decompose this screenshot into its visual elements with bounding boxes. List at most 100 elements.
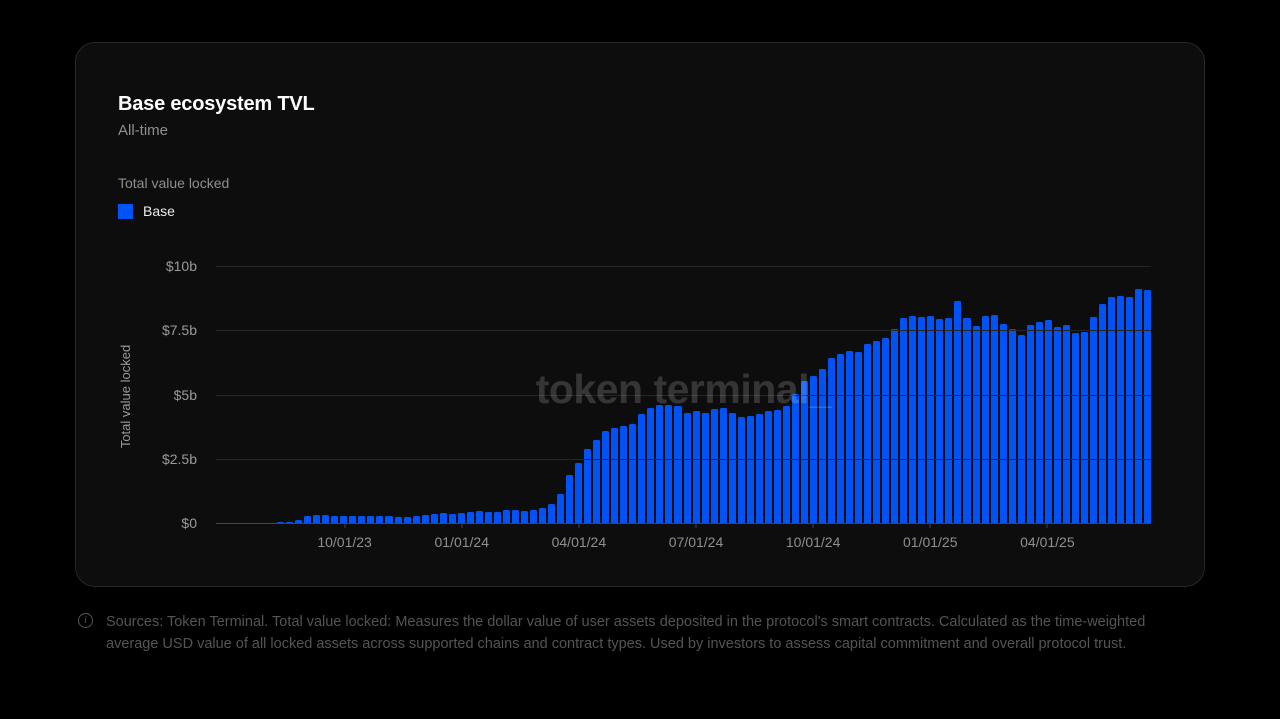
bar[interactable] [855,352,863,523]
bar[interactable] [331,515,339,523]
bar[interactable] [611,428,619,523]
bar[interactable] [638,414,646,523]
bar[interactable] [800,380,808,523]
bar[interactable] [539,508,547,523]
bar[interactable] [575,463,583,523]
bar[interactable] [773,410,781,523]
bar[interactable] [439,512,447,523]
bar[interactable] [1089,316,1097,523]
bar[interactable] [692,411,700,523]
bar[interactable] [557,493,565,523]
bar[interactable] [268,522,276,523]
bar[interactable] [683,413,691,523]
bar[interactable] [918,317,926,523]
bar[interactable] [737,417,745,523]
bar[interactable] [1107,297,1115,523]
bar[interactable] [1098,304,1106,523]
bar[interactable] [602,431,610,523]
bar[interactable] [457,512,465,523]
bar[interactable] [656,405,664,523]
bar[interactable] [701,413,709,523]
bar[interactable] [1144,290,1152,523]
bar[interactable] [963,318,971,523]
bar[interactable] [665,405,673,523]
bar[interactable] [755,414,763,523]
bar[interactable] [367,516,375,523]
bar[interactable] [403,517,411,523]
bar[interactable] [430,514,438,523]
bar[interactable] [647,408,655,523]
bar[interactable] [475,510,483,523]
bar[interactable] [358,516,366,523]
bar[interactable] [1126,297,1134,523]
bar[interactable] [674,406,682,523]
bar[interactable] [828,358,836,523]
bar[interactable] [746,416,754,523]
bar[interactable] [954,301,962,523]
bar[interactable] [1053,327,1061,523]
legend-item-base[interactable]: Base [118,203,175,219]
bar[interactable] [593,440,601,523]
bar[interactable] [945,318,953,523]
bar[interactable] [837,353,845,523]
bar[interactable] [313,514,321,523]
bar[interactable] [520,511,528,523]
bar[interactable] [791,394,799,523]
bar[interactable] [873,341,881,523]
bar[interactable] [295,519,303,523]
bar[interactable] [927,316,935,523]
bar[interactable] [277,522,285,523]
bar[interactable] [421,515,429,523]
bar[interactable] [1008,329,1016,523]
bar[interactable] [864,343,872,523]
bar[interactable] [412,516,420,523]
bar[interactable] [385,516,393,523]
bar[interactable] [710,409,718,523]
bar[interactable] [340,516,348,523]
bar[interactable] [900,318,908,523]
bar[interactable] [818,369,826,523]
bar[interactable] [990,315,998,523]
bar[interactable] [502,510,510,523]
bar[interactable] [620,426,628,523]
bar[interactable] [448,514,456,523]
bar[interactable] [1080,331,1088,523]
bar[interactable] [1135,289,1143,523]
bar[interactable] [1062,325,1070,523]
x-axis-ticks: 10/01/23 01/01/24 04/01/24 07/01/24 10/01/24… [250,523,1151,557]
bar[interactable] [809,376,817,523]
bar[interactable] [846,351,854,523]
bar[interactable] [322,515,330,523]
bar[interactable] [548,503,556,523]
bar[interactable] [882,337,890,523]
bar[interactable] [1071,332,1079,523]
bar[interactable] [1017,335,1025,523]
bar[interactable] [286,521,294,523]
bar[interactable] [484,511,492,523]
bar[interactable] [1035,322,1043,523]
bar[interactable] [349,516,357,523]
bar[interactable] [1117,296,1125,523]
bar[interactable] [728,413,736,523]
bar[interactable] [936,318,944,523]
bar[interactable] [466,511,474,523]
bar[interactable] [529,509,537,523]
bar[interactable] [999,324,1007,523]
bar[interactable] [981,316,989,523]
bar[interactable] [1044,319,1052,523]
bar[interactable] [493,511,501,523]
bar[interactable] [891,329,899,523]
bar[interactable] [394,516,402,523]
bar[interactable] [1026,325,1034,523]
bar[interactable] [629,424,637,523]
bar[interactable] [304,516,312,523]
bar[interactable] [376,516,384,523]
bar[interactable] [782,406,790,523]
bar[interactable] [511,510,519,523]
bar[interactable] [566,474,574,523]
bar[interactable] [972,326,980,523]
bar[interactable] [764,411,772,523]
bar[interactable] [719,408,727,523]
bar[interactable] [909,316,917,523]
bar[interactable] [584,449,592,523]
